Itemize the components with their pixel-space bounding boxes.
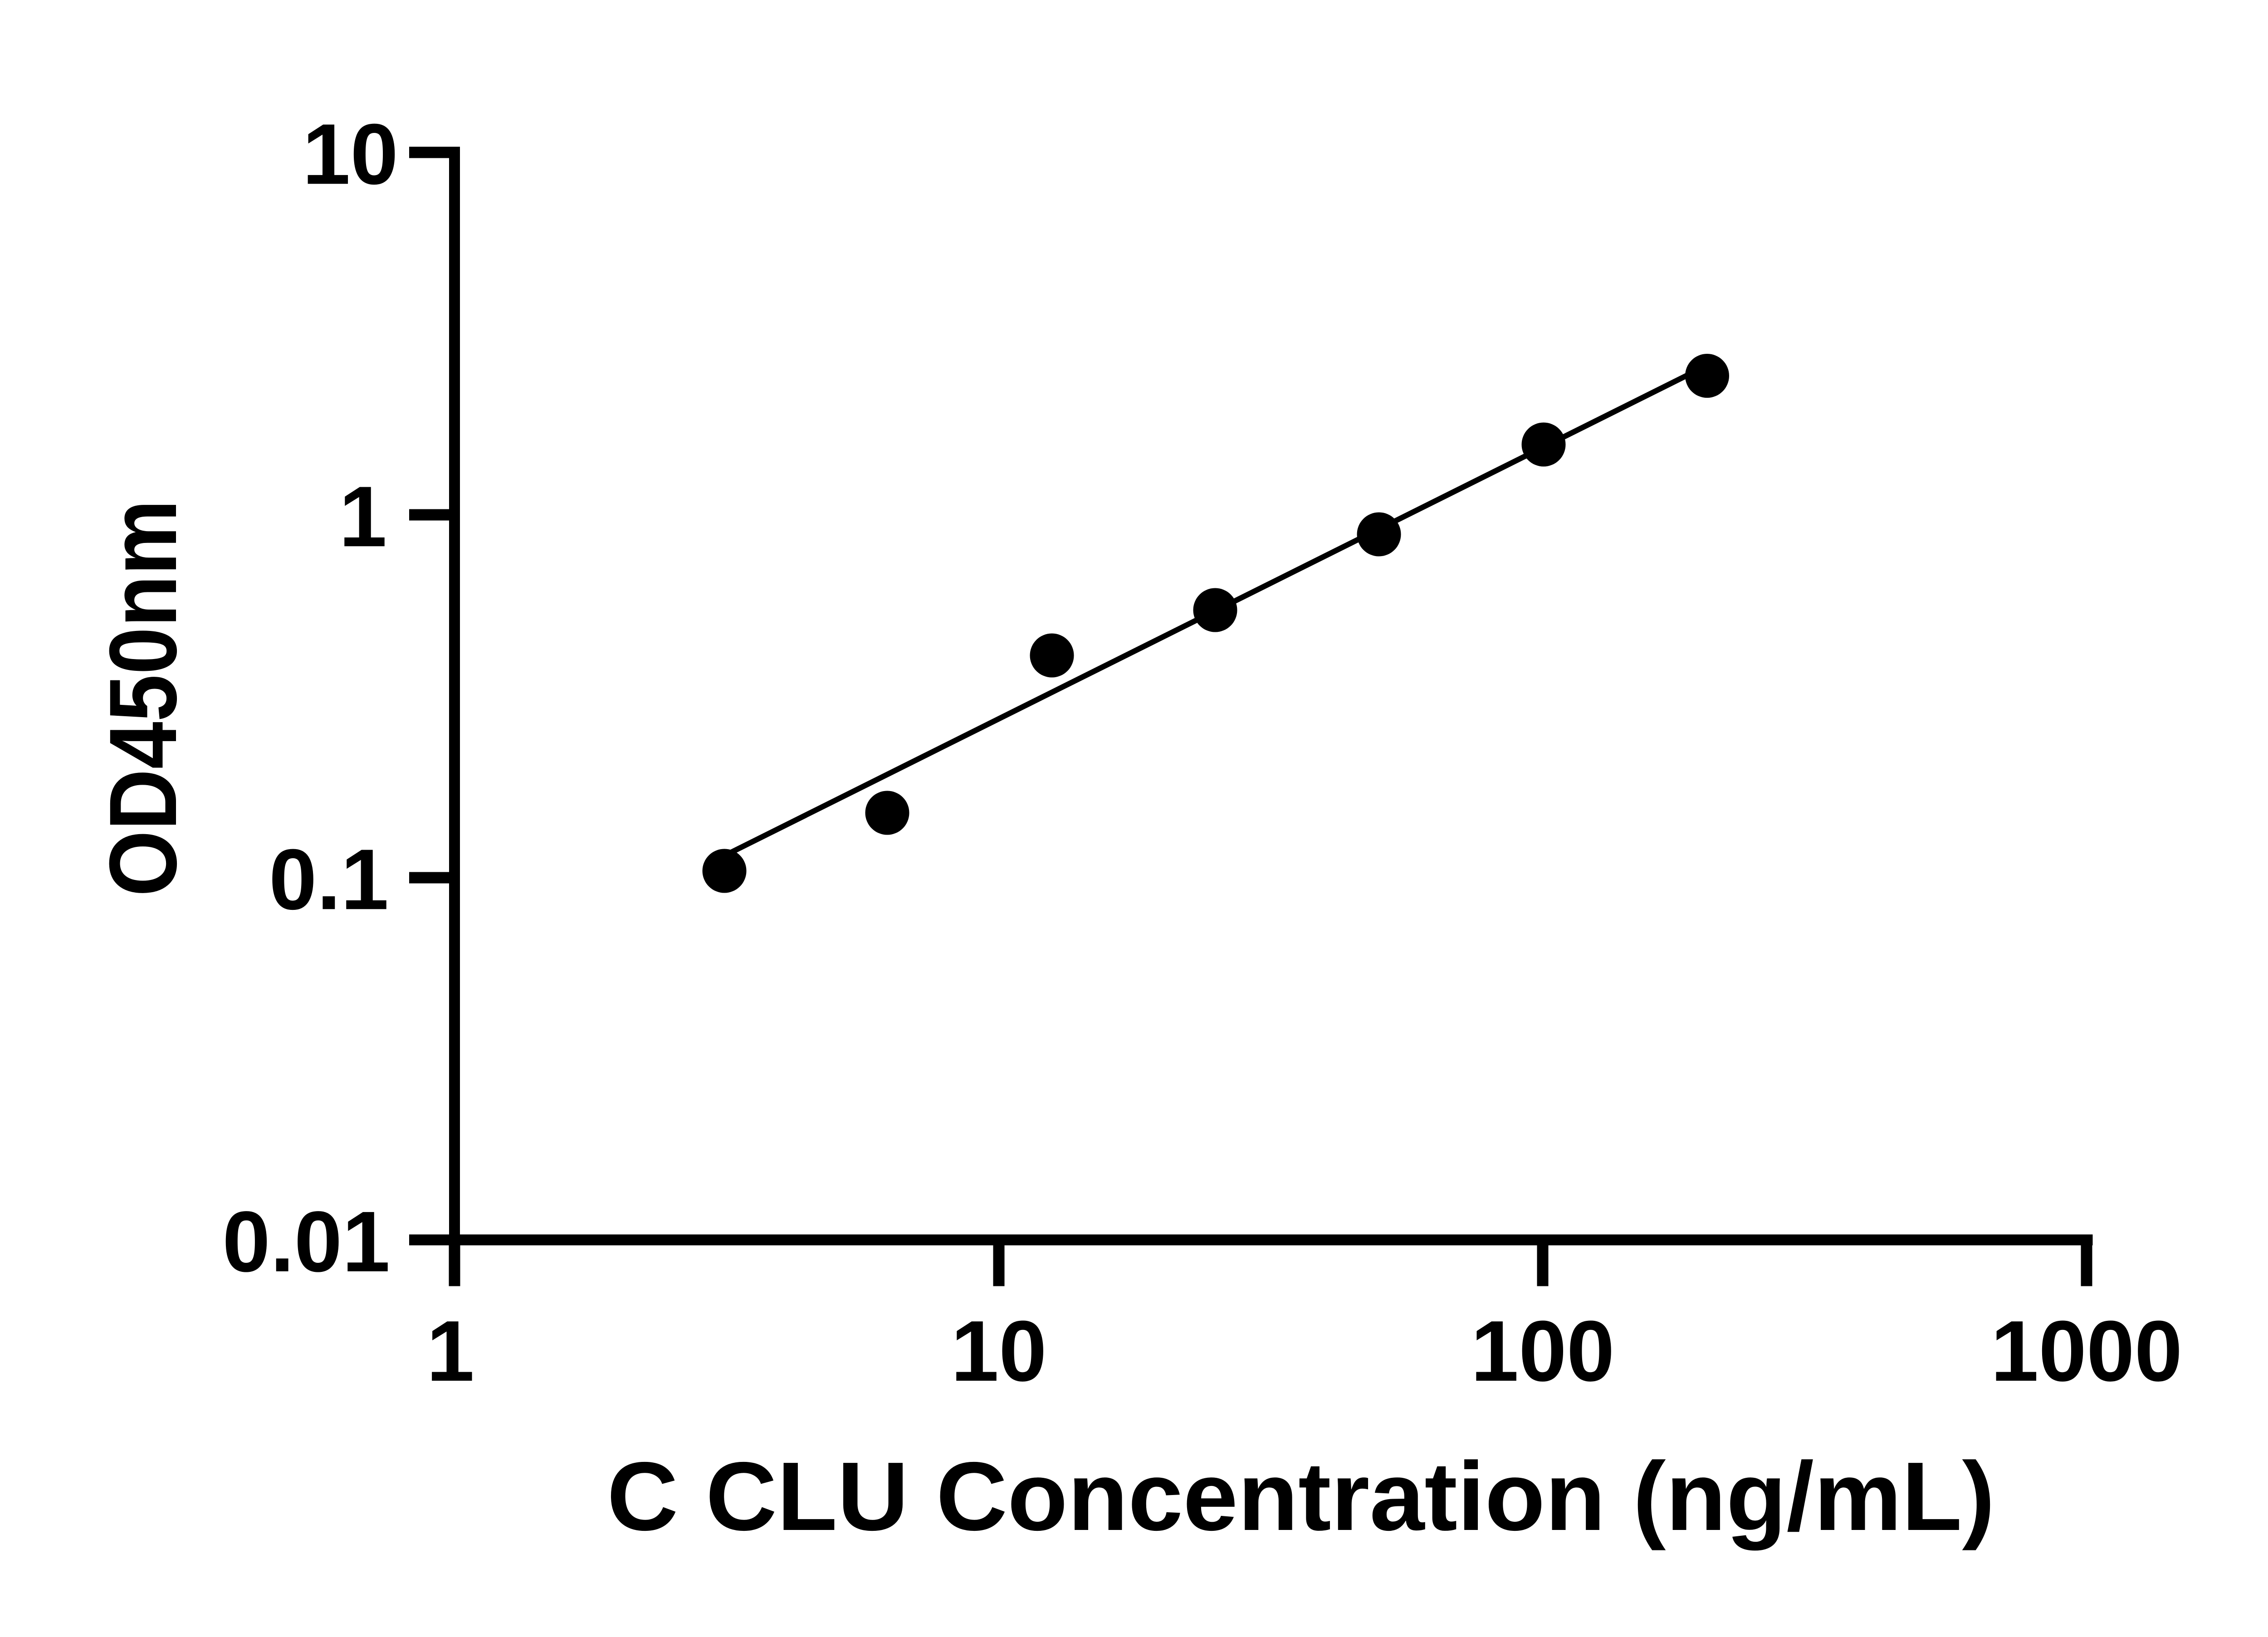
svg-text:0.01: 0.01 [222, 1194, 390, 1290]
svg-text:OD450nm: OD450nm [89, 500, 196, 897]
svg-text:10: 10 [303, 106, 398, 202]
svg-text:10: 10 [951, 1303, 1046, 1399]
svg-text:C CLU Concentration (ng/mL): C CLU Concentration (ng/mL) [607, 1442, 1995, 1551]
svg-text:0.1: 0.1 [269, 831, 389, 928]
svg-text:1: 1 [426, 1303, 474, 1399]
svg-text:100: 100 [1471, 1303, 1614, 1399]
svg-text:1000: 1000 [1991, 1303, 2183, 1399]
svg-text:1: 1 [339, 469, 387, 565]
